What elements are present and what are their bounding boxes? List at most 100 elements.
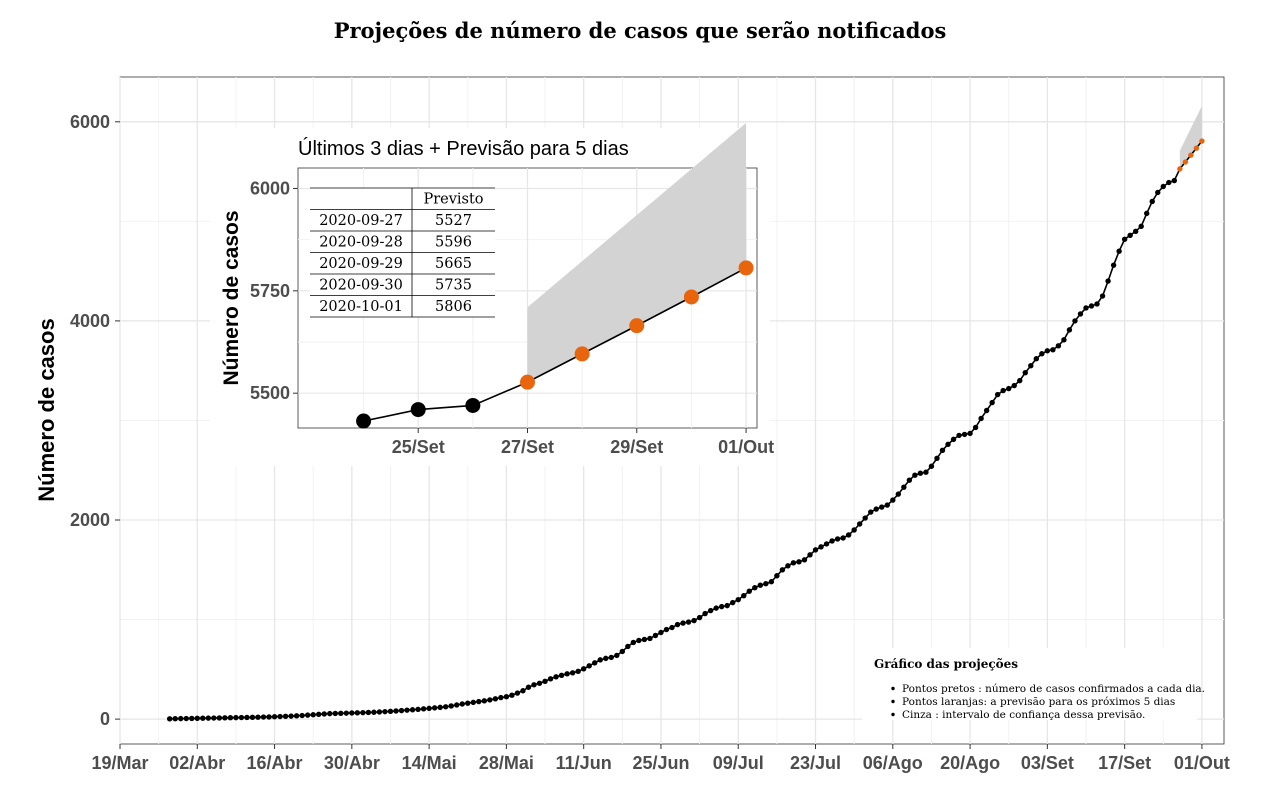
confirmed-point — [271, 714, 278, 720]
inset-x-tick-label: 29/Set — [610, 437, 663, 457]
confirmed-point — [917, 470, 924, 476]
confirmed-point — [608, 654, 614, 661]
confirmed-point — [730, 599, 736, 606]
confirmed-point — [614, 652, 620, 659]
confirmed-point — [558, 672, 565, 679]
confirmed-point — [288, 713, 294, 719]
legend-items: Pontos pretos : número de casos confirma… — [891, 683, 1205, 721]
confirmed-point — [597, 657, 603, 663]
confirmed-point — [1077, 311, 1084, 317]
confirmed-point — [321, 711, 327, 717]
confirmed-point — [470, 699, 476, 706]
confirmed-point — [465, 700, 471, 706]
confirmed-point — [1039, 351, 1045, 357]
confirmed-point — [823, 541, 830, 547]
confirmed-point — [1044, 348, 1051, 354]
x-tick-label: 23/Jul — [790, 753, 841, 773]
confirmed-point — [1050, 347, 1056, 353]
forecast-point — [1182, 159, 1189, 165]
confirmed-point — [238, 714, 245, 721]
confirmed-point — [906, 477, 913, 483]
confirmed-point — [476, 698, 482, 705]
confirmed-point — [812, 547, 819, 553]
confirmed-point — [299, 712, 305, 719]
confirmed-point — [415, 706, 421, 713]
confirmed-point — [531, 682, 537, 688]
x-tick-label: 16/Abr — [247, 753, 303, 773]
confirmed-point — [393, 708, 399, 714]
confirmed-point — [796, 559, 802, 565]
legend-box: Gráfico das projeções Pontos pretos : nú… — [862, 648, 1205, 721]
x-tick-label: 06/Ago — [863, 753, 923, 773]
confirmed-point — [713, 605, 719, 611]
confirmed-point — [1072, 318, 1078, 324]
confirmed-point — [172, 716, 178, 722]
x-tick-label: 19/Mar — [91, 753, 148, 773]
confirmed-point — [382, 708, 388, 715]
confirmed-point — [277, 713, 283, 720]
confirmed-point — [1055, 343, 1062, 349]
confirmed-point — [349, 710, 355, 716]
forecast-point — [1188, 152, 1194, 158]
confirmed-point — [652, 632, 659, 639]
confirmed-point — [1066, 327, 1073, 333]
confirmed-point — [1061, 337, 1067, 343]
confirmed-point — [961, 431, 968, 438]
inset-series-line-layer — [363, 267, 747, 422]
inset-confidence-band-layer — [527, 122, 747, 383]
confirmed-point — [360, 709, 366, 716]
confirmed-point — [680, 620, 686, 626]
confirmed-point — [520, 688, 526, 694]
confirmed-point — [1099, 293, 1106, 299]
confirmed-point — [227, 715, 234, 721]
confirmed-point — [1022, 369, 1028, 376]
confirmed-point — [939, 447, 946, 454]
legend-bullet — [891, 686, 895, 691]
confirmed-point — [503, 694, 510, 700]
forecast-point — [1199, 138, 1205, 144]
inset-x-tick-label: 01/Out — [718, 437, 774, 457]
confirmed-point — [1033, 356, 1040, 362]
table-value-cell: 5735 — [435, 278, 472, 294]
confirmed-point — [956, 432, 962, 439]
confirmed-point — [404, 707, 410, 713]
confirmed-point — [282, 713, 289, 720]
confirmed-point — [189, 715, 195, 722]
confirmed-point — [338, 710, 344, 717]
confirmed-point — [327, 710, 333, 717]
forecast-point — [1193, 145, 1200, 151]
confirmed-point — [735, 596, 741, 603]
confirmed-point — [222, 715, 228, 721]
confirmed-point — [536, 680, 543, 686]
confirmed-point — [1149, 198, 1155, 205]
confidence-band — [1179, 105, 1202, 169]
confirmed-point — [200, 715, 206, 721]
inset-confidence-band — [527, 122, 747, 383]
legend-item: Pontos laranjas: a previsão para os próx… — [902, 696, 1175, 708]
confirmed-point — [580, 666, 587, 672]
confirmed-point — [1083, 305, 1089, 311]
y-tick-label: 0 — [100, 709, 110, 729]
x-tick-label: 01/Out — [1174, 753, 1230, 773]
table-value-cell: 5527 — [435, 213, 472, 229]
confirmed-point — [1155, 189, 1161, 196]
confirmed-point — [233, 714, 239, 721]
confirmed-point — [454, 702, 460, 708]
confirmed-point — [216, 715, 223, 721]
inset-confirmed-point — [410, 402, 426, 418]
confirmed-point — [1138, 223, 1144, 230]
confirmed-point — [845, 532, 852, 538]
confirmed-point — [752, 585, 758, 591]
confirmed-point — [685, 619, 692, 625]
confirmed-point — [1171, 177, 1178, 184]
legend-bullet — [891, 712, 895, 717]
confirmed-point — [1000, 387, 1006, 394]
x-tick-label: 20/Ago — [940, 753, 1000, 773]
table-date-cell: 2020-09-29 — [319, 256, 403, 272]
confirmed-point — [183, 715, 189, 722]
x-tick-label: 02/Abr — [169, 753, 225, 773]
confirmed-point — [647, 635, 653, 642]
inset-y-tick-label: 6000 — [250, 178, 290, 198]
